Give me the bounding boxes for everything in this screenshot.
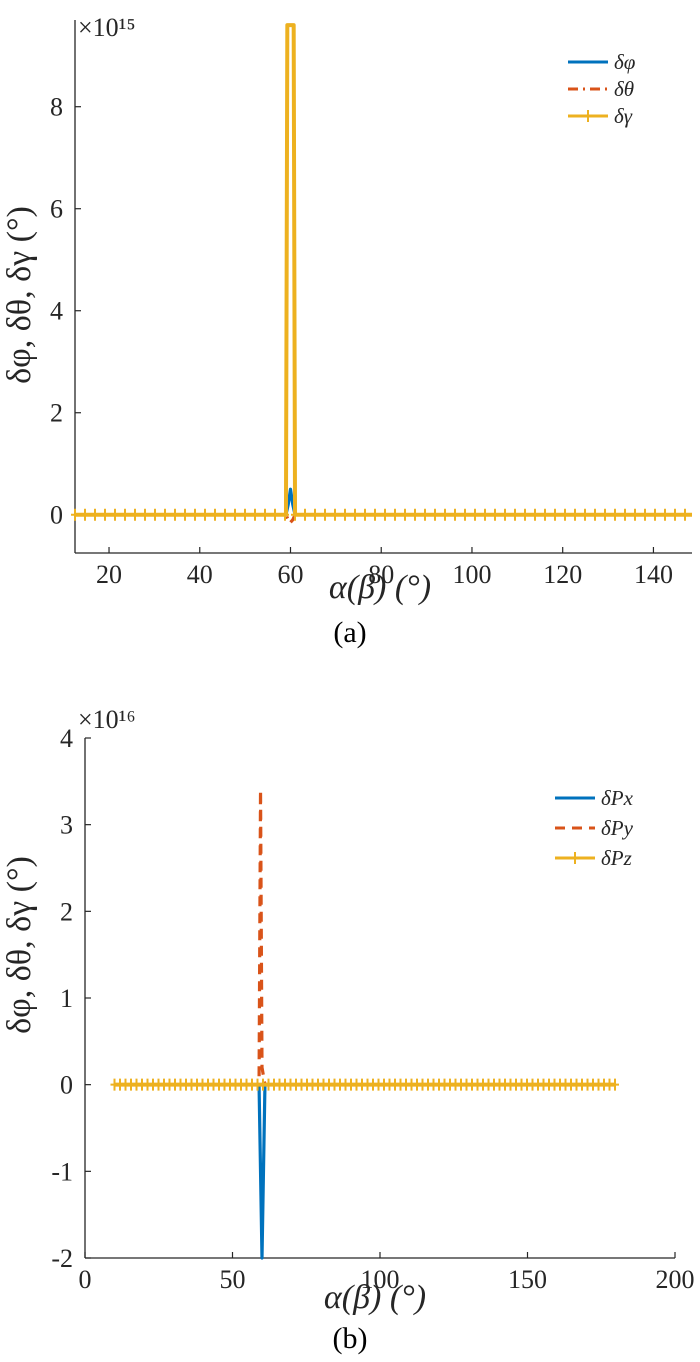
x-tick-label: 50 [220, 1265, 246, 1294]
legend-marker-3 [570, 852, 580, 864]
y-tick-label: 0 [50, 501, 63, 530]
y-tick-label: 2 [50, 399, 63, 428]
y-tick-label: -2 [51, 1244, 73, 1273]
panel-a-caption: (a) [333, 616, 366, 649]
x-tick-label: 200 [656, 1265, 695, 1294]
y-tick-label: 0 [60, 1071, 73, 1100]
x-tick-label: 60 [277, 560, 303, 589]
series-line-3 [75, 23, 692, 517]
x-tick-label: 0 [79, 1265, 92, 1294]
y-tick-label: 3 [60, 811, 73, 840]
panel-a: ×10¹⁵ δφ, δθ, δγ (°) α(β) (°) (a) 20 40 60… [1, 13, 692, 649]
y-tick-label: 2 [60, 897, 73, 926]
panel-a-ylabel: δφ, δθ, δγ (°) [1, 206, 38, 384]
legend-label-2: δθ [614, 77, 634, 101]
x-tick-label: 140 [634, 560, 673, 589]
x-tick-label: 150 [508, 1265, 547, 1294]
y-tick-label: -1 [51, 1157, 73, 1186]
x-tick-label: 100 [452, 560, 491, 589]
legend-label-3: δγ [614, 104, 633, 128]
legend-label-2: δPy [601, 816, 634, 840]
x-tick-label: 120 [543, 560, 582, 589]
legend-label-3: δPz [601, 846, 632, 870]
panel-b-ylabel: δφ, δθ, δγ (°) [1, 856, 38, 1034]
series-line-1 [114, 1083, 616, 1260]
series-markers-3 [71, 508, 689, 521]
y-tick-label: 4 [60, 724, 73, 753]
legend-label-1: δPx [601, 786, 634, 810]
panel-a-xlabel: α(β) (°) [329, 569, 431, 606]
x-tick-label: 80 [368, 560, 394, 589]
panel-b-xlabel: α(β) (°) [324, 1279, 426, 1316]
panel-b-exponent: ×10¹⁶ [78, 705, 136, 734]
panel-b-caption: (b) [333, 1322, 368, 1355]
x-tick-label: 100 [361, 1265, 400, 1294]
y-tick-label: 6 [50, 195, 63, 224]
y-tick-label: 4 [50, 297, 63, 326]
y-tick-label: 8 [50, 93, 63, 122]
panel-a-exponent: ×10¹⁵ [78, 13, 136, 42]
series-markers-3 [110, 1078, 619, 1091]
series-line-2 [114, 788, 616, 1087]
x-tick-label: 40 [187, 560, 213, 589]
x-tick-label: 20 [96, 560, 122, 589]
legend-marker-3 [583, 110, 593, 122]
y-tick-label: 1 [60, 984, 73, 1013]
panel-b: ×10¹⁶ δφ, δθ, δγ (°) α(β) (°) (b) 0 50 100… [1, 705, 695, 1355]
series-line-1 [75, 487, 692, 517]
legend-label-1: δφ [614, 50, 636, 74]
